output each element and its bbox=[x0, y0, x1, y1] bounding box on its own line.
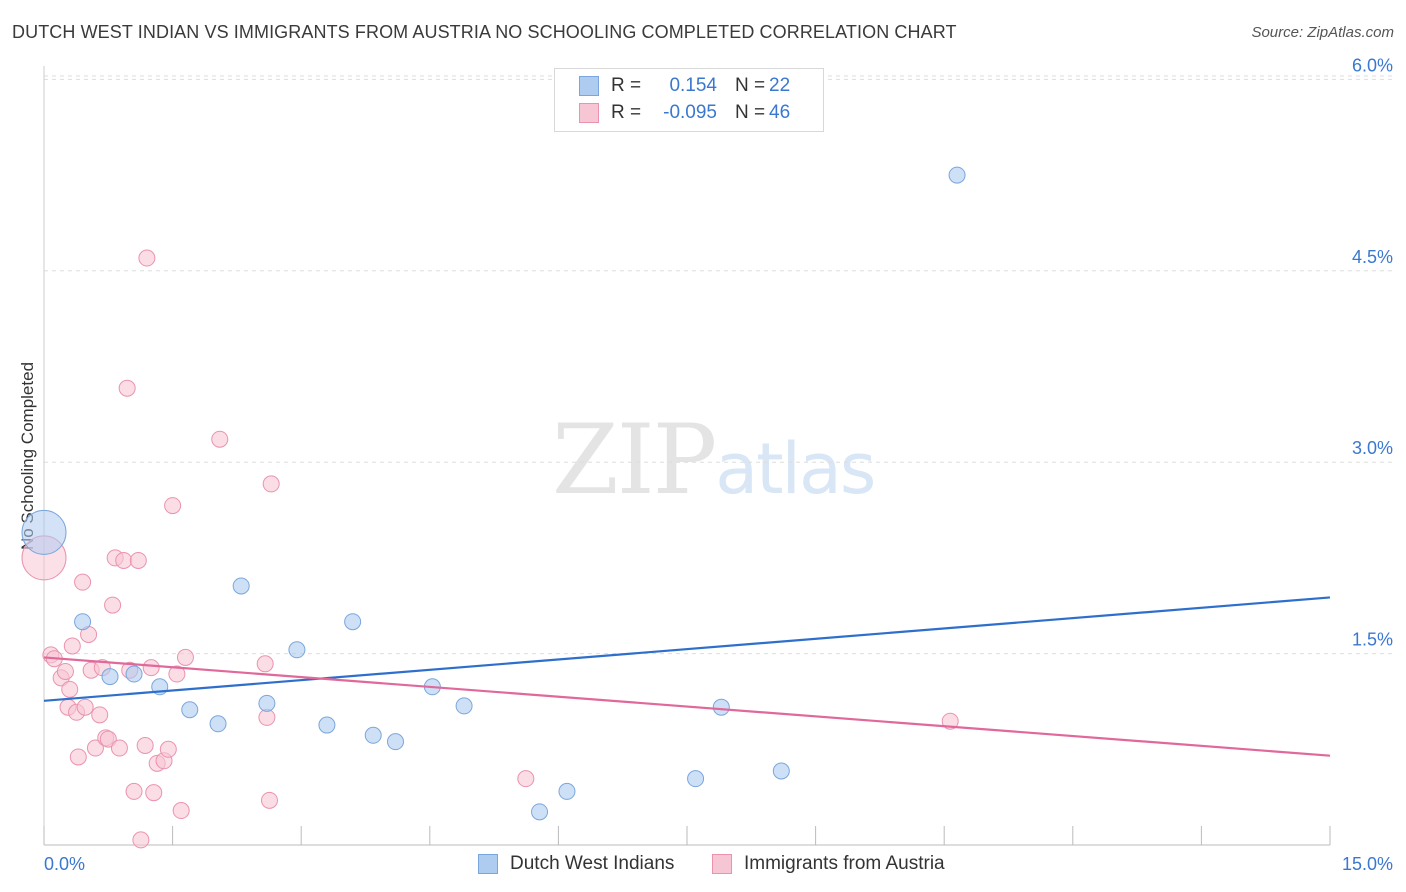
austria-point bbox=[138, 249, 156, 267]
austria-point bbox=[517, 770, 535, 788]
austria-point bbox=[110, 739, 128, 757]
austria-point bbox=[69, 748, 87, 766]
series-legend-blue: Dutch West Indians bbox=[478, 852, 674, 876]
austria-point bbox=[260, 791, 278, 809]
dutch-west-indian-point bbox=[712, 698, 730, 716]
austria-point bbox=[172, 802, 190, 820]
watermark-atlas: atlas bbox=[715, 428, 876, 510]
austria-point bbox=[145, 784, 163, 802]
austria-point bbox=[168, 665, 186, 683]
dutch-west-indian-point bbox=[125, 665, 143, 683]
series-swatch-blue bbox=[478, 854, 498, 874]
legend-r-label: R = bbox=[611, 75, 642, 96]
austria-point bbox=[164, 497, 182, 515]
grid-layer bbox=[44, 75, 1392, 655]
austria-point bbox=[136, 736, 154, 754]
austria-point bbox=[176, 648, 194, 666]
series-legend-pink: Immigrants from Austria bbox=[712, 852, 945, 876]
austria-point bbox=[99, 730, 117, 748]
legend-n-label: N = bbox=[735, 102, 766, 123]
trend-lines bbox=[43, 596, 1331, 757]
source-credit: Source: ZipAtlas.com bbox=[1251, 24, 1394, 41]
y-tick-label: 4.5% bbox=[1352, 247, 1393, 267]
dutch-west-indian-point bbox=[455, 697, 473, 715]
dutch-west-indian-point bbox=[232, 577, 250, 595]
austria-point bbox=[211, 430, 229, 448]
legend-r-label: R = bbox=[611, 102, 642, 123]
austria-point bbox=[115, 551, 133, 569]
dutch-west-indian-point bbox=[288, 641, 306, 659]
trend-line-dutch-west-indians bbox=[43, 596, 1331, 702]
legend-r-value: 0.154 bbox=[669, 75, 717, 96]
austria-point bbox=[256, 655, 274, 673]
x-tick-label-max: 15.0% bbox=[1342, 854, 1393, 874]
dutch-west-indian-point bbox=[21, 509, 67, 555]
austria-point bbox=[125, 782, 143, 800]
legend-swatch-pink bbox=[579, 103, 599, 123]
dutch-west-indian-point bbox=[387, 733, 405, 751]
dutch-west-indian-point bbox=[772, 762, 790, 780]
austria-point bbox=[74, 573, 92, 591]
dutch-west-indian-point bbox=[101, 668, 119, 686]
dutch-west-indian-point bbox=[258, 694, 276, 712]
legend-r-value: -0.095 bbox=[663, 102, 717, 123]
legend-n-value: 22 bbox=[769, 75, 791, 96]
y-tick-label: 3.0% bbox=[1352, 438, 1393, 458]
legend-n-label: N = bbox=[735, 75, 766, 96]
austria-point bbox=[118, 379, 136, 397]
dutch-west-indian-point bbox=[364, 726, 382, 744]
austria-point bbox=[159, 740, 177, 758]
y-tick-label: 6.0% bbox=[1352, 55, 1393, 75]
austria-point bbox=[104, 596, 122, 614]
austria-point bbox=[142, 659, 160, 677]
austria-point bbox=[132, 831, 150, 849]
trend-line-immigrants-from-austria bbox=[43, 656, 1331, 757]
tick-labels: 1.5% 3.0% 4.5% 6.0% 0.0% 15.0% bbox=[44, 55, 1393, 874]
dutch-west-indian-point bbox=[531, 803, 549, 821]
dutch-west-indian-point bbox=[687, 770, 705, 788]
series-swatch-pink bbox=[712, 854, 732, 874]
series-name-blue: Dutch West Indians bbox=[510, 853, 675, 874]
austria-point bbox=[86, 739, 104, 757]
legend-n-value: 46 bbox=[769, 102, 791, 123]
legend-swatch-blue bbox=[579, 76, 599, 96]
dutch-west-indian-point bbox=[318, 716, 336, 734]
dutch-west-indian-point bbox=[948, 166, 966, 184]
austria-point bbox=[262, 475, 280, 493]
legend-row-pink: R = -0.095 N = 46 bbox=[579, 101, 790, 125]
austria-point bbox=[129, 551, 147, 569]
austria-point bbox=[941, 712, 959, 730]
correlation-legend: R = 0.154 N = 22 R = -0.095 N = 46 bbox=[554, 68, 824, 132]
series-immigrants-from-austria-points bbox=[21, 249, 959, 849]
austria-point bbox=[91, 706, 109, 724]
legend-row-blue: R = 0.154 N = 22 bbox=[579, 74, 790, 98]
chart-title: DUTCH WEST INDIAN VS IMMIGRANTS FROM AUS… bbox=[12, 22, 957, 42]
austria-point bbox=[63, 637, 81, 655]
axis-layer bbox=[43, 66, 1331, 846]
dutch-west-indian-point bbox=[558, 782, 576, 800]
dutch-west-indian-point bbox=[209, 715, 227, 733]
x-tick-label-min: 0.0% bbox=[44, 854, 85, 874]
austria-point bbox=[76, 698, 94, 716]
watermark-zip: ZIP bbox=[552, 404, 717, 516]
dutch-west-indian-point bbox=[181, 701, 199, 719]
series-name-pink: Immigrants from Austria bbox=[744, 853, 945, 874]
dutch-west-indian-point bbox=[74, 613, 92, 631]
series-dutch-west-indians-points bbox=[21, 166, 966, 821]
watermark: ZIPatlas bbox=[552, 404, 876, 516]
y-tick-label: 1.5% bbox=[1352, 630, 1393, 650]
dutch-west-indian-point bbox=[344, 613, 362, 631]
austria-point bbox=[56, 662, 74, 680]
austria-point bbox=[61, 680, 79, 698]
